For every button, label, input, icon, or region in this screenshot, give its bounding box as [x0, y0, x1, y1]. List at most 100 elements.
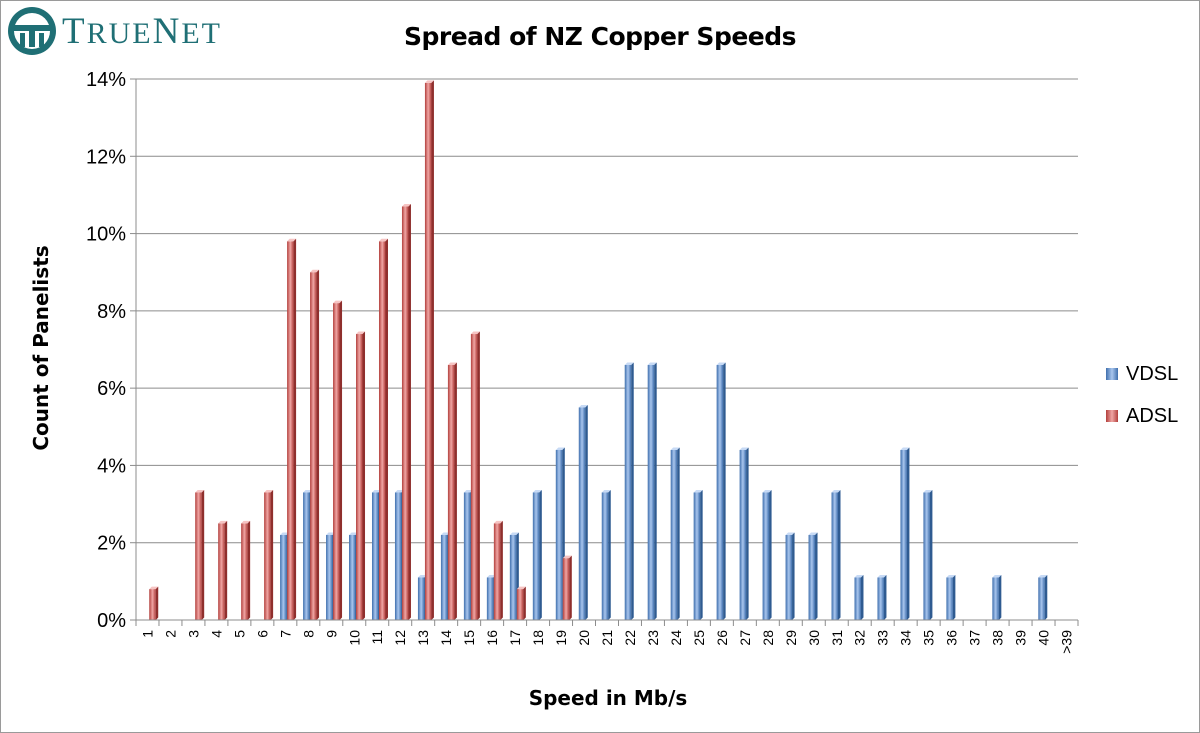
y-tick-label: 12%: [86, 146, 126, 168]
x-tick-label: 34: [898, 630, 914, 646]
y-tick-label: 4%: [97, 455, 126, 477]
x-tick-label: 36: [944, 630, 960, 646]
y-tick-label: 14%: [86, 69, 126, 91]
bar-vdsl: [578, 407, 586, 620]
bar-side-adsl: [155, 586, 159, 620]
bar-vdsl: [486, 577, 494, 620]
bar-vdsl: [394, 492, 402, 620]
bar-side-vdsl: [815, 532, 818, 620]
legend-item-vdsl: VDSL: [1106, 362, 1178, 386]
bar-vdsl: [946, 577, 953, 620]
bar-side-adsl: [201, 489, 205, 620]
x-tick-label: >39: [1059, 630, 1075, 654]
bar-top-adsl: [401, 204, 411, 207]
x-tick-label: 5: [231, 630, 247, 638]
bar-vdsl: [509, 534, 517, 620]
bar-side-vdsl: [1044, 574, 1048, 620]
bar-side-vdsl: [838, 489, 841, 620]
bar-vdsl: [739, 449, 747, 620]
x-tick-label: 38: [990, 630, 1006, 646]
bar-adsl: [218, 523, 225, 620]
x-tick-label: 24: [668, 630, 684, 646]
x-tick-label: 19: [553, 630, 569, 646]
bar-adsl: [264, 492, 271, 620]
x-tick-label: 17: [507, 630, 523, 646]
bar-adsl: [310, 272, 317, 620]
bar-vdsl: [280, 534, 287, 620]
bar-vdsl: [923, 492, 930, 620]
bar-vdsl: [808, 534, 816, 620]
bar-vdsl: [854, 577, 861, 620]
bar-side-adsl: [477, 331, 480, 620]
x-tick-label: 14: [438, 630, 454, 646]
bar-top-vdsl: [486, 574, 496, 578]
bar-vdsl: [831, 492, 839, 620]
bar-side-vdsl: [792, 532, 795, 620]
bar-adsl: [287, 241, 294, 621]
x-tick-label: 20: [576, 630, 592, 646]
bar-side-adsl: [339, 300, 343, 620]
bar-side-vdsl: [860, 574, 864, 620]
x-tick-label: 33: [875, 630, 891, 646]
bar-side-adsl: [569, 555, 572, 620]
bar-vdsl: [785, 534, 793, 620]
bar-vdsl: [624, 364, 632, 620]
x-tick-label: 13: [415, 630, 431, 646]
bar-top-vdsl: [808, 532, 818, 535]
bar-top-adsl: [424, 80, 434, 83]
logo-wordmark: TRUENET: [62, 13, 222, 50]
bar-top-adsl: [333, 300, 343, 304]
bar-top-vdsl: [831, 489, 841, 493]
bar-side-vdsl: [906, 447, 910, 620]
x-tick-label: 10: [346, 630, 362, 646]
y-tick-label: 10%: [86, 224, 126, 246]
bar-side-adsl: [247, 520, 251, 620]
y-tick-label: 8%: [97, 301, 126, 323]
bar-top-vdsl: [762, 489, 772, 493]
bar-top-adsl: [287, 238, 297, 242]
bar-side-vdsl: [952, 574, 956, 620]
x-tick-label: 32: [852, 630, 868, 646]
legend-label-adsl: ADSL: [1126, 404, 1179, 427]
bar-top-vdsl: [349, 532, 359, 535]
bar-top-vdsl: [578, 404, 588, 408]
bar-vdsl: [900, 449, 907, 620]
bar-top-vdsl: [1038, 574, 1048, 578]
x-tick-label: 15: [461, 630, 477, 646]
bar-top-adsl: [493, 520, 503, 524]
x-tick-label: 1: [139, 630, 155, 638]
x-tick-label: 12: [392, 630, 408, 646]
y-axis-label: Count of Panelists: [29, 245, 53, 451]
bar-adsl: [241, 523, 248, 620]
bar-top-vdsl: [394, 489, 404, 493]
x-tick-label: 22: [622, 630, 638, 646]
bar-adsl: [149, 589, 156, 620]
bar-side-vdsl: [631, 362, 634, 620]
bar-top-vdsl: [463, 489, 473, 493]
bar-top-vdsl: [785, 532, 795, 535]
logo-letter-n: N: [152, 10, 182, 52]
truenet-logo-mark-icon: [8, 7, 56, 55]
bar-top-vdsl: [280, 532, 290, 535]
x-tick-label: 4: [208, 630, 224, 638]
bar-side-vdsl: [677, 447, 680, 620]
bar-adsl: [493, 523, 501, 620]
x-tick-label: 37: [967, 630, 983, 646]
y-tick-label: 0%: [97, 610, 126, 632]
bar-adsl: [195, 492, 202, 620]
bar-side-vdsl: [585, 404, 588, 620]
bar-adsl: [356, 334, 363, 620]
bar-top-vdsl: [509, 532, 519, 535]
bar-adsl: [424, 82, 432, 621]
bar-side-adsl: [224, 520, 228, 620]
bar-vdsl: [693, 492, 701, 620]
bar-top-vdsl: [854, 574, 864, 578]
x-tick-label: 31: [829, 630, 845, 646]
bar-side-adsl: [293, 238, 297, 621]
bar-vdsl: [326, 534, 333, 620]
x-tick-label: 26: [714, 630, 730, 646]
x-tick-label: 21: [599, 630, 615, 646]
logo-letters-et: ET: [181, 16, 222, 50]
bar-top-vdsl: [647, 362, 657, 365]
x-tick-label: 30: [806, 630, 822, 646]
